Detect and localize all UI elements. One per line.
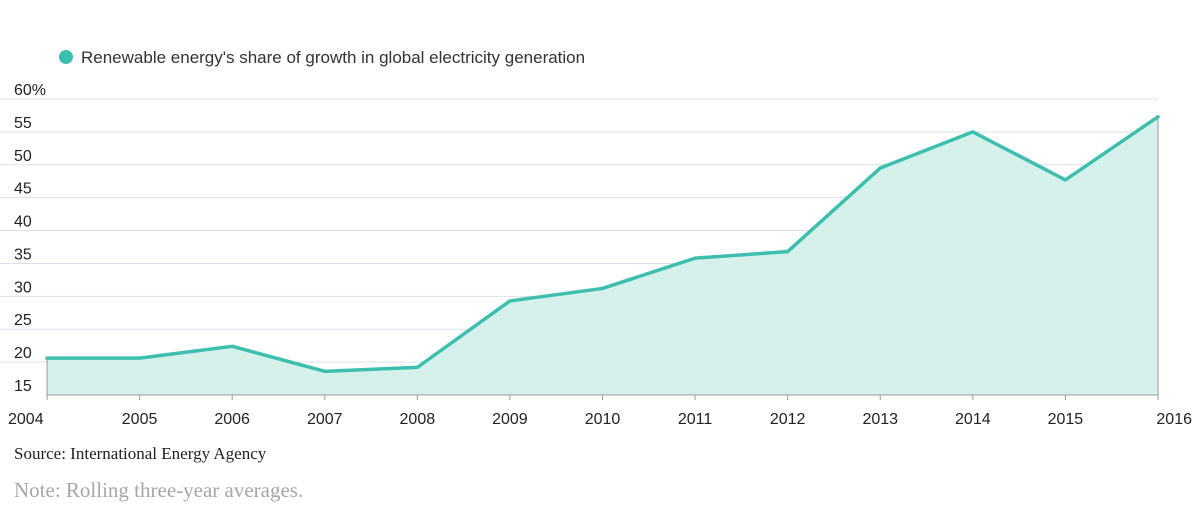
grid-layer (0, 98, 1158, 363)
y-tick-label: 50 (14, 148, 32, 165)
legend-marker (59, 50, 73, 64)
x-tick-label: 2008 (400, 411, 436, 428)
data-point-2014 (971, 130, 975, 134)
x-tick-label: 2011 (678, 411, 713, 428)
data-point-2010 (601, 286, 604, 290)
x-tick-label: 2014 (955, 411, 991, 428)
data-point-2011 (693, 256, 697, 260)
line-layer (45, 115, 1160, 374)
x-tick-label: 2010 (585, 411, 621, 428)
data-point-2015 (1063, 178, 1067, 182)
source-note: Source: International Energy Agency (14, 444, 267, 463)
x-tick-label: 2016 (1156, 411, 1192, 428)
data-point-2008 (415, 365, 419, 369)
x-tick-label: 2009 (492, 411, 528, 428)
x-tick-label: 2006 (214, 411, 250, 428)
legend-label: Renewable energy's share of growth in gl… (81, 48, 585, 67)
x-tick-label: 2013 (862, 411, 898, 428)
x-tick-label: 2007 (307, 411, 343, 428)
y-tick-label: 15 (14, 378, 32, 395)
y-axis-ticks: 15 20 25 30 35 40 45 50 55 60% (14, 82, 46, 395)
y-tick-label: 60% (14, 82, 46, 99)
y-tick-label: 20 (14, 345, 32, 362)
footnote: Note: Rolling three-year averages. (14, 478, 304, 502)
x-tick-label: 2004 (8, 411, 44, 428)
x-tick-label: 2005 (122, 411, 158, 428)
data-point-2012 (786, 250, 790, 254)
y-tick-label: 30 (14, 279, 32, 296)
y-tick-label: 55 (14, 115, 32, 132)
data-point-2005 (138, 356, 142, 360)
x-tick-label: 2015 (1048, 411, 1084, 428)
legend: Renewable energy's share of growth in gl… (59, 48, 585, 67)
y-tick-label: 35 (14, 246, 32, 263)
y-tick-label: 25 (14, 312, 32, 329)
area-layer (47, 116, 1158, 395)
data-point-2007 (323, 369, 327, 373)
x-tick-label: 2012 (770, 411, 806, 428)
data-point-2009 (508, 299, 512, 303)
y-tick-label: 40 (14, 214, 32, 231)
x-axis-ticks: 2004 2005 2006 2007 2008 2009 2010 2011 2012 2013… (8, 395, 1192, 428)
data-point-2006 (230, 344, 234, 348)
data-point-2013 (878, 166, 882, 170)
y-tick-label: 45 (14, 181, 32, 198)
series-area (47, 116, 1158, 395)
